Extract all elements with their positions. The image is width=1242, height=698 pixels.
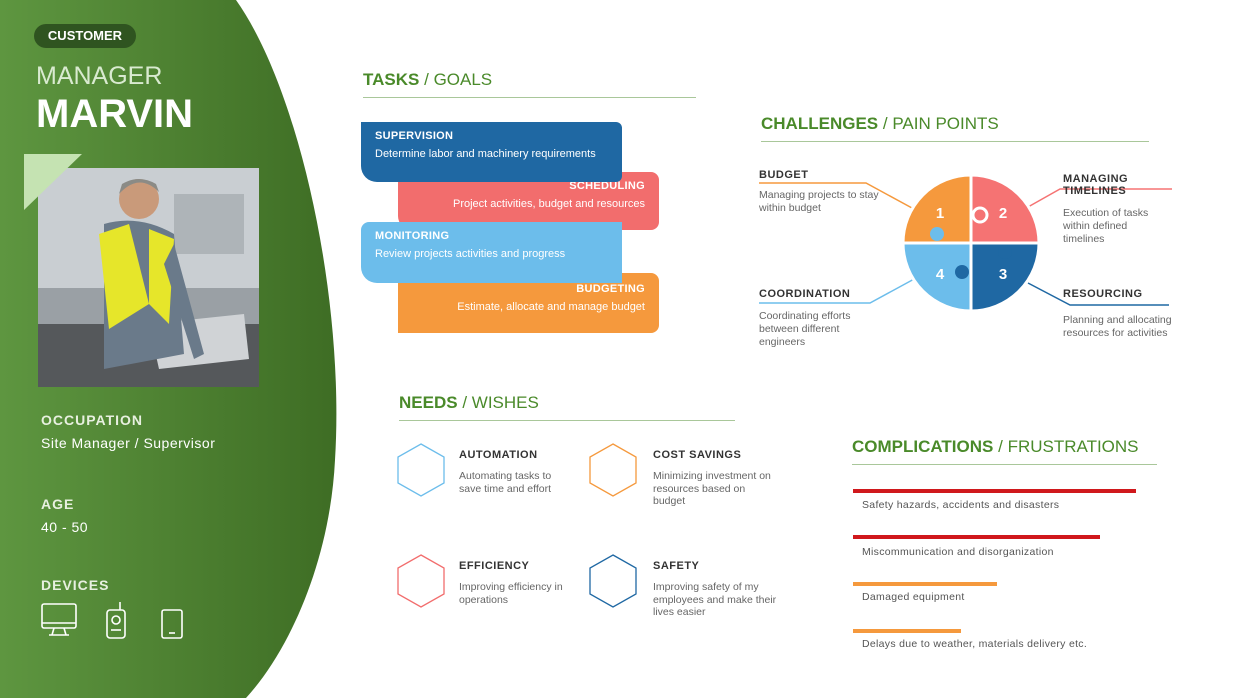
subheading: GOALS [433, 70, 493, 89]
section-heading: TASKS / GOALS [363, 70, 492, 90]
challenge: RESOURCING Planning and allocating resour… [1063, 288, 1173, 340]
need-title: EFFICIENCY [459, 560, 530, 572]
section-heading: CHALLENGES / PAIN POINTS [761, 114, 999, 134]
heading: COMPLICATIONS [852, 437, 994, 456]
separator: / [462, 393, 468, 412]
severity-bar [853, 489, 1136, 493]
task-card: SUPERVISION Determine labor and machinery… [361, 122, 622, 182]
need-text: Minimizing investment on resources based… [653, 470, 771, 507]
subheading: FRUSTRATIONS [1007, 437, 1139, 456]
complication: Delays due to weather, materials deliver… [862, 638, 1088, 650]
challenge-text: Execution of tasks within defined timeli… [1063, 207, 1149, 245]
severity-bar [853, 582, 997, 586]
section-heading: COMPLICATIONS / FRUSTRATIONS [852, 437, 1139, 457]
complication: Miscommunication and disorganization [862, 546, 1054, 558]
task-title: SCHEDULING [569, 180, 645, 192]
heading: CHALLENGES [761, 114, 879, 133]
puzzle-number: 1 [936, 205, 944, 222]
device-icons [41, 602, 183, 639]
need-title: COST SAVINGS [653, 449, 742, 461]
complication: Safety hazards, accidents and disasters [862, 499, 1060, 511]
need-title: AUTOMATION [459, 449, 538, 461]
challenge-text: Planning and allocating resources for ac… [1063, 314, 1172, 339]
need-title: SAFETY [653, 560, 700, 572]
puzzle-diagram: 1 2 3 4 [759, 173, 1172, 313]
challenge: BUDGET Managing projects to stay within b… [759, 169, 879, 215]
task-title: SUPERVISION [375, 130, 454, 142]
challenge-title: BUDGET [759, 169, 809, 181]
task-text: Project activities, budget and resources [453, 198, 645, 210]
puzzle-number: 2 [999, 205, 1007, 222]
task-text: Estimate, allocate and manage budget [457, 301, 645, 313]
separator: / [998, 437, 1003, 456]
task-card: BUDGETING Estimate, allocate and manage b… [398, 273, 659, 333]
task-card: MONITORING Review projects activities and… [361, 222, 622, 283]
devices-label: DEVICES [41, 577, 110, 593]
challenge-text: Managing projects to stay within budget [759, 189, 879, 214]
severity-bar [853, 629, 961, 633]
need: COST SAVINGS Minimizing investment on res… [653, 449, 778, 508]
heading: TASKS [363, 70, 420, 89]
challenge: MANAGING TIMELINES Execution of tasks wit… [1063, 173, 1193, 246]
occupation: Site Manager / Supervisor [41, 435, 216, 451]
need: SAFETY Improving safety of my employees a… [653, 560, 778, 619]
puzzle-number: 4 [936, 266, 945, 283]
subheading: WISHES [471, 393, 539, 412]
persona-name: MARVIN [36, 92, 194, 136]
section-rule [399, 420, 735, 421]
need-hexagons [397, 443, 637, 608]
challenge-title: COORDINATION [759, 288, 851, 300]
persona-photo [24, 154, 259, 387]
need-text: Automating tasks to save time and effort [459, 470, 552, 495]
role: MANAGER [36, 62, 163, 90]
task-text: Determine labor and machinery requiremen… [375, 148, 596, 160]
section-rule [363, 97, 696, 98]
separator: / [882, 114, 888, 133]
need-text: Improving safety of my employees and mak… [653, 581, 777, 618]
task-title: BUDGETING [576, 283, 645, 295]
challenge-text: Coordinating efforts between different e… [759, 310, 851, 348]
need: AUTOMATION Automating tasks to save time … [459, 449, 559, 495]
section-heading: NEEDS / WISHES [399, 393, 539, 413]
complication: Damaged equipment [862, 591, 965, 603]
need-text: Improving efficiency in operations [459, 581, 563, 606]
task-title: MONITORING [375, 230, 450, 242]
age-label: AGE [41, 496, 75, 512]
need: EFFICIENCY Improving efficiency in operat… [459, 560, 569, 606]
challenge-title: MANAGING TIMELINES [1063, 173, 1129, 197]
severity-bar [853, 535, 1100, 539]
challenge-title: RESOURCING [1063, 288, 1143, 300]
section-rule [852, 464, 1157, 465]
task-text: Review projects activities and progress [375, 248, 566, 260]
separator: / [424, 70, 429, 89]
puzzle-number: 3 [999, 266, 1007, 283]
heading: NEEDS [399, 393, 458, 412]
badge: CUSTOMER [34, 24, 136, 48]
occupation-label: OCCUPATION [41, 412, 144, 428]
challenge: COORDINATION Coordinating efforts between… [759, 288, 869, 349]
subheading: PAIN POINTS [892, 114, 999, 133]
age: 40 - 50 [41, 519, 89, 535]
section-rule [761, 141, 1149, 142]
